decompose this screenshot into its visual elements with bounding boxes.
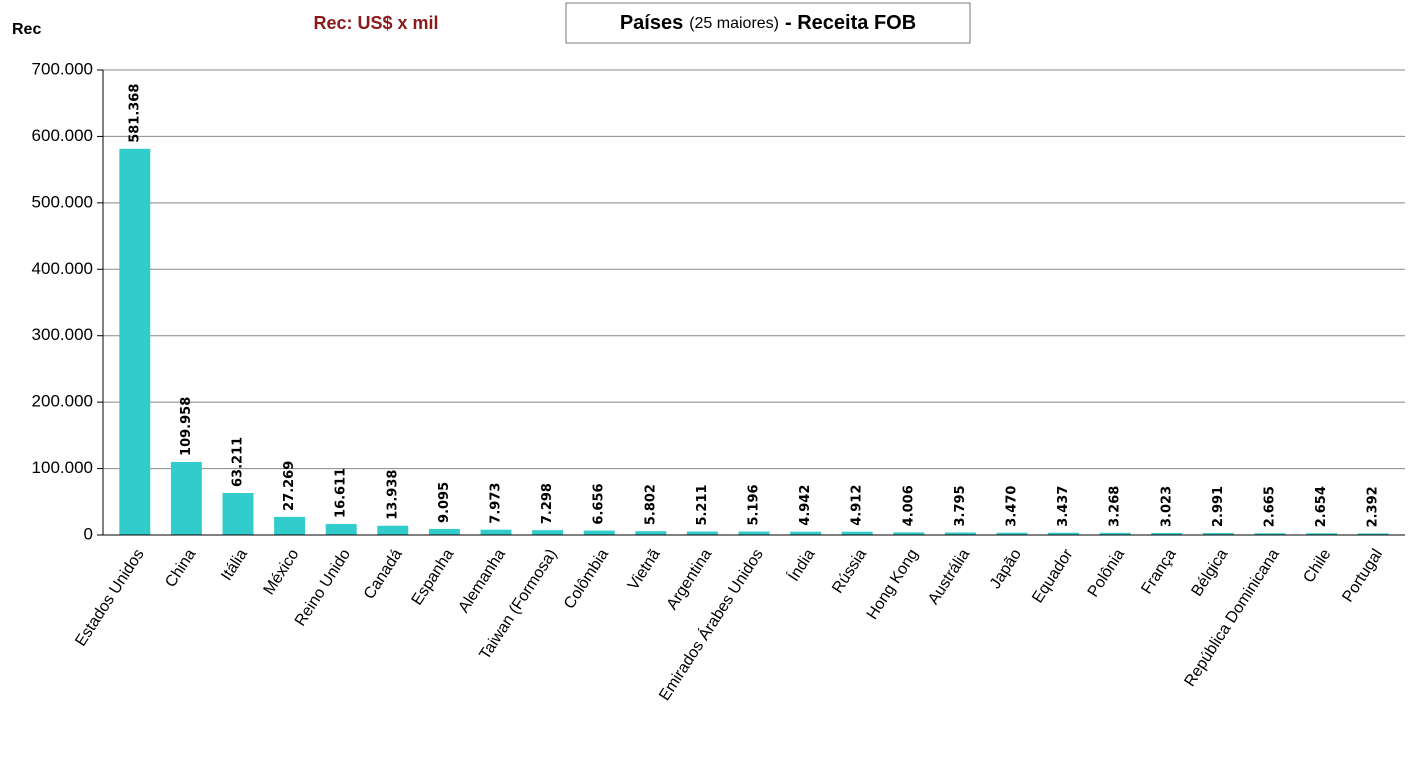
bar: [1306, 533, 1338, 535]
x-tick-label: Argentina: [664, 546, 716, 613]
bar: [377, 525, 409, 535]
bar: [1202, 533, 1234, 535]
value-label: 109.958: [179, 397, 194, 456]
bar: [119, 148, 151, 535]
value-label: 5.211: [695, 484, 710, 525]
bar: [532, 530, 564, 535]
title-part: (25 maiores): [689, 15, 779, 32]
x-tick-label: Equador: [1029, 546, 1077, 607]
value-label: 2.392: [1366, 486, 1381, 527]
y-tick-label: 0: [84, 524, 93, 543]
x-tick-label: Índia: [784, 545, 819, 585]
x-tick-label: República Dominicana: [1181, 546, 1283, 690]
value-label: 7.298: [540, 483, 555, 524]
subtitle: Rec: US$ x mil: [313, 13, 438, 33]
x-tick-label: França: [1138, 546, 1179, 597]
bar: [944, 532, 976, 535]
value-label: 27.269: [282, 461, 297, 511]
value-label: 4.912: [850, 485, 865, 526]
x-tick-label: México: [261, 546, 303, 598]
title-part: - Receita FOB: [785, 12, 916, 34]
y-tick-label: 100.000: [32, 458, 93, 477]
bar: [583, 530, 615, 535]
y-axis-label: Rec: [12, 21, 41, 38]
y-tick-label: 300.000: [32, 325, 93, 344]
value-label: 3.437: [1056, 486, 1071, 527]
title-part: Países: [620, 12, 683, 34]
value-label: 4.006: [901, 485, 916, 526]
bar: [1048, 532, 1080, 535]
bar: [170, 461, 202, 535]
y-tick-label: 400.000: [32, 259, 93, 278]
x-tick-label: Chile: [1300, 546, 1334, 586]
x-tick-label: Espanha: [409, 546, 458, 608]
bar: [325, 523, 357, 535]
bar: [1357, 533, 1389, 535]
value-label: 5.196: [747, 484, 762, 525]
x-tick-label: Itália: [218, 546, 251, 584]
x-tick-label: Hong Kong: [864, 546, 922, 622]
title-box: [565, 2, 971, 44]
bar: [738, 531, 770, 535]
value-label: 5.802: [643, 484, 658, 525]
x-tick-label: Bélgica: [1188, 546, 1231, 599]
y-tick-label: 700.000: [32, 59, 93, 78]
x-tick-label: Alemanha: [455, 546, 509, 616]
x-tick-label: Reino Unido: [292, 546, 354, 629]
bar: [790, 531, 822, 535]
bar: [893, 532, 925, 535]
x-tick-label: Austrália: [925, 546, 973, 608]
y-tick-label: 200.000: [32, 392, 93, 411]
bar: [480, 529, 512, 535]
bar: [996, 532, 1028, 535]
value-label: 581.368: [127, 84, 142, 143]
value-label: 7.973: [489, 483, 504, 524]
x-tick-label: Japão: [987, 546, 1025, 592]
x-tick-label: China: [162, 546, 199, 590]
value-label: 2.654: [1314, 486, 1329, 527]
bar: [428, 528, 460, 535]
x-tick-label: Vietnã: [625, 546, 664, 593]
value-label: 9.095: [437, 482, 452, 523]
value-label: 3.795: [953, 485, 968, 526]
chart-title: Países (25 maiores) - Receita FOB: [620, 12, 916, 34]
bar: [841, 531, 873, 535]
value-label: 16.611: [334, 468, 349, 518]
y-tick-label: 600.000: [32, 126, 93, 145]
bar: [1151, 532, 1183, 535]
x-tick-label: Colômbia: [561, 546, 612, 612]
x-tick-label: Estados Unidos: [72, 546, 147, 649]
bar: [1099, 532, 1131, 535]
x-tick-label: Rússia: [829, 546, 870, 596]
value-label: 13.938: [385, 470, 400, 520]
value-label: 6.656: [592, 483, 607, 524]
bar: [274, 516, 306, 535]
value-label: 3.268: [1108, 486, 1123, 527]
bar: [1254, 533, 1286, 535]
value-label: 3.470: [1005, 486, 1020, 527]
x-tick-label: Emirados Árabes Unidos: [655, 545, 767, 704]
value-label: 2.665: [1263, 486, 1278, 527]
value-label: 2.991: [1211, 486, 1226, 527]
y-tick-label: 500.000: [32, 192, 93, 211]
bar: [222, 493, 254, 535]
x-tick-label: Portugal: [1339, 546, 1386, 605]
bar: [635, 531, 667, 535]
value-label: 4.942: [798, 485, 813, 526]
x-tick-label: Polônia: [1085, 546, 1128, 600]
bar: [686, 531, 718, 535]
value-label: 3.023: [1159, 486, 1174, 527]
x-tick-label: Canadá: [361, 546, 406, 602]
value-label: 63.211: [231, 437, 246, 487]
